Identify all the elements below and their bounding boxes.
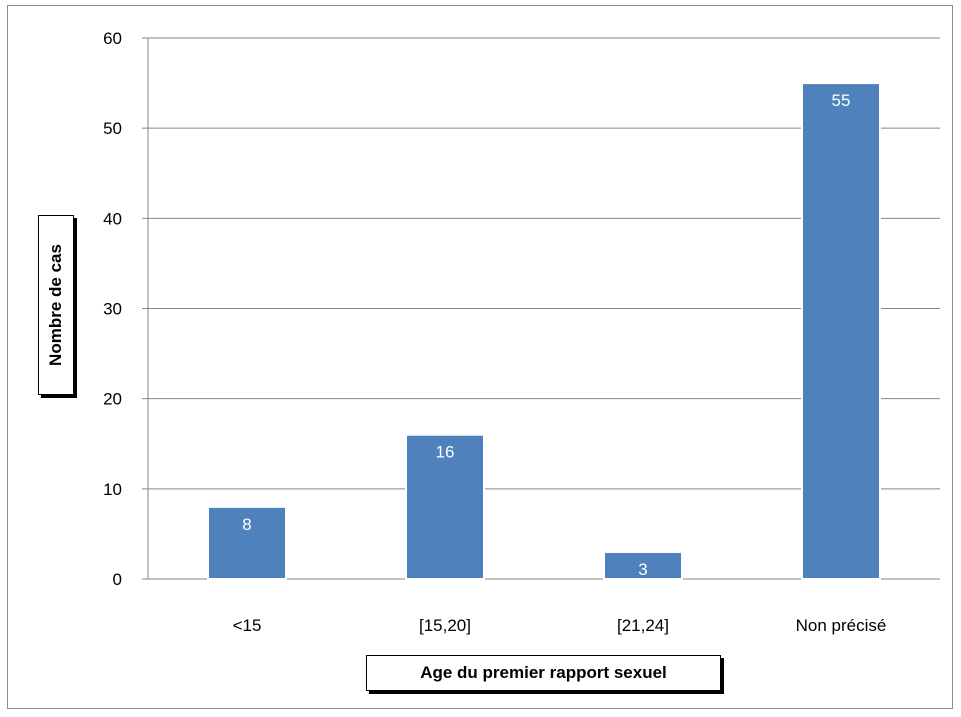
x-axis-title-box: Age du premier rapport sexuel xyxy=(366,655,721,691)
bar xyxy=(801,82,881,580)
y-tick-label: 0 xyxy=(113,570,122,589)
chart-frame xyxy=(7,5,953,709)
bar xyxy=(207,505,287,580)
x-tick-label: [21,24] xyxy=(617,616,669,635)
y-tick-label: 50 xyxy=(103,119,122,138)
y-tick-label: 60 xyxy=(103,29,122,48)
y-tick-label: 10 xyxy=(103,480,122,499)
x-axis-title: Age du premier rapport sexuel xyxy=(420,663,667,682)
y-tick-label: 40 xyxy=(103,209,122,228)
bar xyxy=(603,550,683,581)
bar xyxy=(405,433,485,580)
y-axis-title-box: Nombre de cas xyxy=(38,215,74,395)
y-tick-label: 20 xyxy=(103,390,122,409)
data-label: 16 xyxy=(436,443,455,462)
y-tick-label: 30 xyxy=(103,300,122,319)
data-label: 3 xyxy=(638,560,647,579)
y-axis-title: Nombre de cas xyxy=(46,244,65,366)
data-label: 8 xyxy=(242,515,251,534)
x-tick-label: [15,20] xyxy=(419,616,471,635)
x-tick-label: <15 xyxy=(233,616,262,635)
data-label: 55 xyxy=(832,91,851,110)
x-tick-label: Non précisé xyxy=(796,616,887,635)
